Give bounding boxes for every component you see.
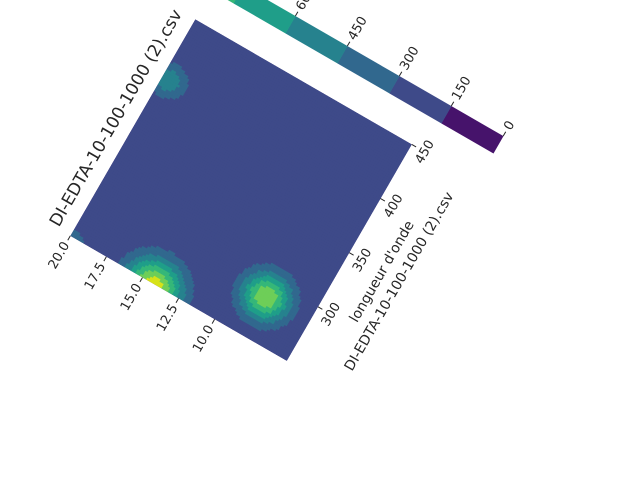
contour-fill	[70, 19, 412, 361]
